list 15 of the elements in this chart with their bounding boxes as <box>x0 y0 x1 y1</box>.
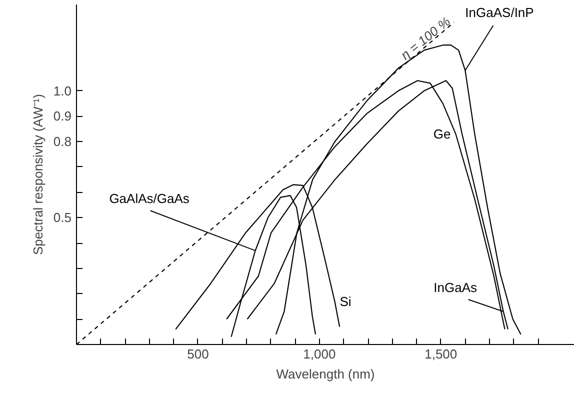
x-axis-title: Wavelength (nm) <box>276 366 375 382</box>
text: InGaAS/InP <box>465 4 534 20</box>
x-tick-label: 1,500 <box>424 346 458 362</box>
annotation: η = 100 % <box>398 14 454 63</box>
y-axis-title: Spectral responsivity (AW⁻¹) <box>30 94 46 255</box>
series-label: Si <box>340 294 352 309</box>
text: GaAlAs/GaAs <box>109 191 190 206</box>
y-tick-label: 0.9 <box>53 108 72 124</box>
series-label: Ge <box>433 126 451 142</box>
y-tick-label: 1.0 <box>53 83 72 98</box>
x-tick-label: 1,000 <box>303 346 336 362</box>
y-tick-label: 0.8 <box>53 134 72 150</box>
y-tick-label: 0.5 <box>53 210 72 226</box>
x-tick-label: 500 <box>187 346 209 362</box>
series-label: InGaAs <box>434 280 478 296</box>
